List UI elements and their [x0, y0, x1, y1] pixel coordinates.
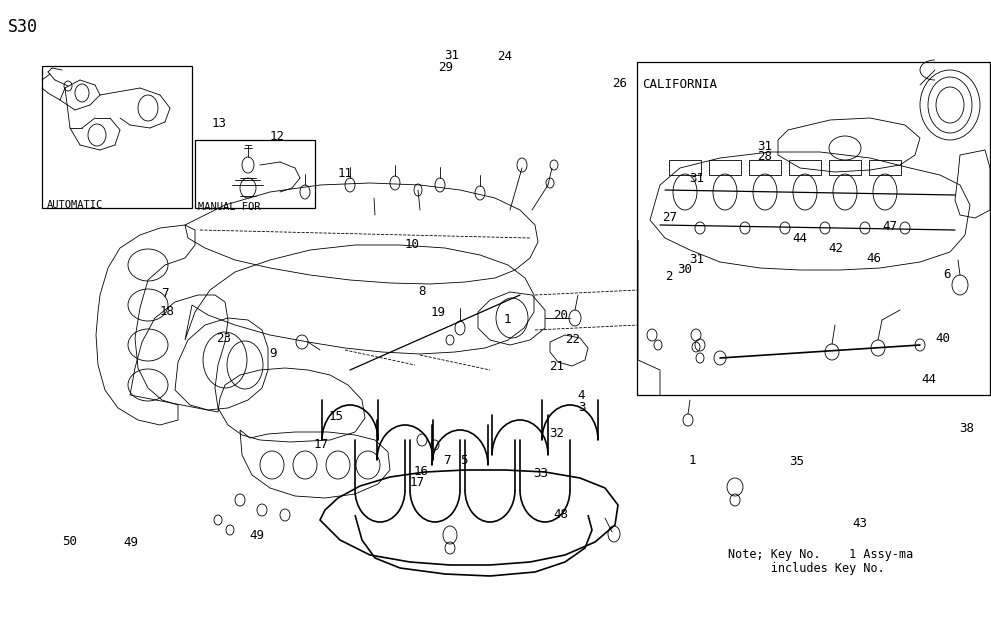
Text: 38: 38	[959, 422, 974, 435]
Text: 8: 8	[418, 285, 426, 297]
Text: 9: 9	[270, 347, 277, 360]
Text: 1: 1	[503, 313, 511, 326]
Text: 17: 17	[313, 438, 328, 451]
Text: 20: 20	[553, 309, 568, 322]
Text: 31: 31	[689, 172, 704, 185]
Text: 50: 50	[62, 535, 77, 548]
Text: 7: 7	[443, 454, 451, 467]
Text: 5: 5	[460, 454, 468, 467]
Text: 19: 19	[430, 306, 445, 319]
Text: 18: 18	[160, 305, 174, 318]
Text: 28: 28	[757, 150, 772, 163]
Text: AUTOMATIC: AUTOMATIC	[47, 200, 103, 210]
Text: 23: 23	[216, 332, 231, 345]
Text: 1: 1	[689, 454, 697, 467]
Text: 44: 44	[922, 373, 936, 386]
Text: 27: 27	[662, 212, 677, 224]
Text: 31: 31	[444, 49, 459, 62]
Text: 10: 10	[404, 238, 419, 251]
Text: 31: 31	[689, 253, 704, 266]
Text: 47: 47	[882, 221, 897, 233]
Text: 30: 30	[677, 263, 692, 276]
Text: 15: 15	[329, 410, 344, 422]
Text: 16: 16	[413, 465, 428, 478]
Text: 32: 32	[549, 428, 564, 440]
Text: 12: 12	[270, 130, 284, 143]
Text: 42: 42	[828, 242, 843, 255]
Text: 46: 46	[866, 253, 881, 265]
Text: includes Key No.: includes Key No.	[728, 562, 885, 575]
Text: 7: 7	[162, 287, 169, 300]
Text: 48: 48	[553, 508, 568, 520]
Text: 29: 29	[438, 62, 453, 74]
Text: Note; Key No.    1 Assy-ma: Note; Key No. 1 Assy-ma	[728, 548, 914, 561]
Text: 6: 6	[943, 268, 951, 281]
Text: CALIFORNIA: CALIFORNIA	[642, 78, 717, 91]
Text: 24: 24	[497, 50, 512, 63]
Text: MANUAL FOR: MANUAL FOR	[198, 202, 261, 212]
Text: 11: 11	[338, 167, 353, 179]
Text: 22: 22	[565, 333, 580, 346]
Text: S30: S30	[8, 18, 38, 36]
Text: 40: 40	[936, 332, 950, 345]
Text: 33: 33	[533, 467, 548, 480]
Text: 2: 2	[665, 271, 673, 283]
Text: 44: 44	[793, 232, 808, 245]
Text: 35: 35	[789, 455, 804, 468]
Text: 49: 49	[123, 536, 138, 549]
Text: 26: 26	[612, 77, 627, 90]
Text: 21: 21	[549, 360, 564, 372]
Text: 17: 17	[409, 476, 424, 488]
Text: 43: 43	[852, 517, 867, 529]
Text: 31: 31	[757, 140, 772, 153]
Text: 3: 3	[578, 401, 586, 413]
Text: 49: 49	[250, 529, 265, 542]
Text: 13: 13	[211, 117, 226, 129]
Text: 4: 4	[578, 389, 586, 402]
